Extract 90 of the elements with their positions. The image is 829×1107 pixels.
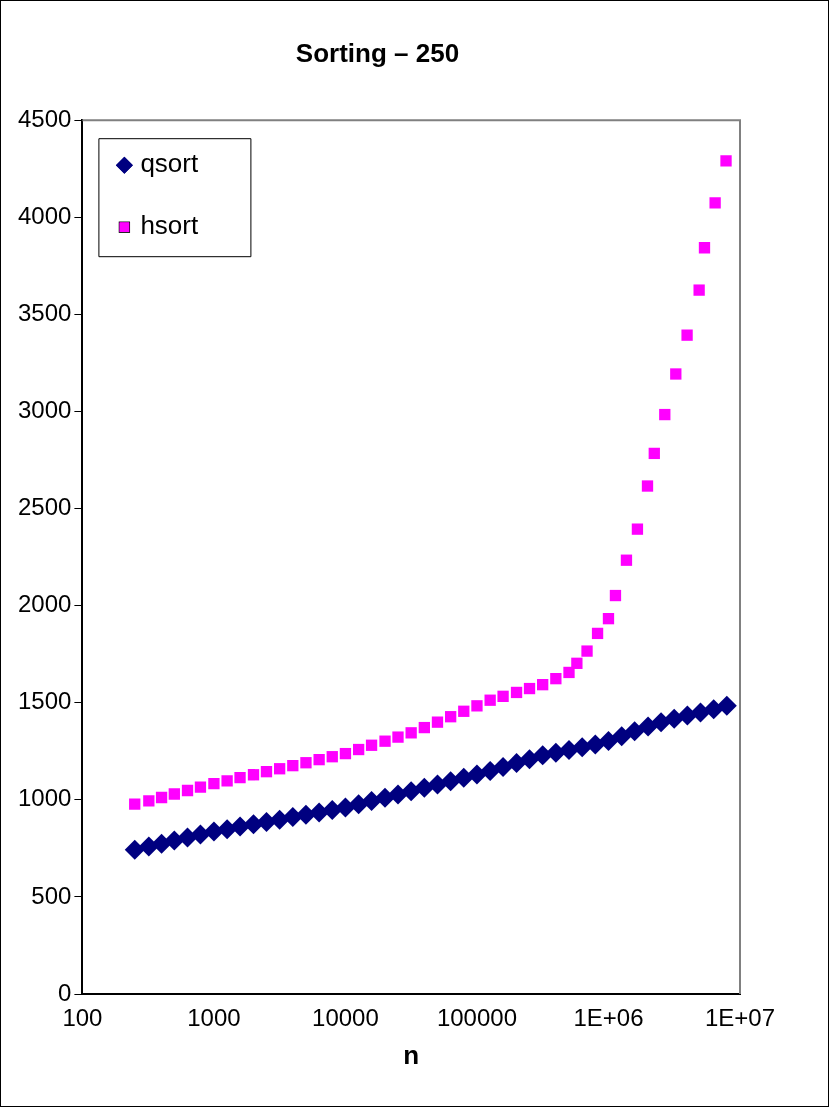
point (256, 811, 277, 832)
point (484, 694, 496, 706)
legend-label: hsort (140, 210, 199, 241)
point (335, 797, 356, 818)
point (217, 819, 238, 840)
x-tick-label: 1E+07 (704, 1004, 776, 1032)
point (181, 784, 194, 797)
point (440, 771, 461, 792)
point (230, 816, 251, 837)
y-tick-label: 4500 (18, 104, 72, 132)
point (545, 742, 566, 763)
y-tick-label: 3500 (18, 299, 72, 326)
point (375, 787, 396, 808)
x-tick-label: 1000 (187, 1004, 241, 1032)
point (124, 839, 145, 860)
point (273, 763, 286, 775)
point (208, 778, 220, 790)
point (194, 781, 207, 793)
point (392, 731, 404, 743)
point (431, 716, 444, 728)
point (523, 682, 536, 695)
point (221, 775, 233, 787)
legend-label: qsort (140, 148, 199, 179)
point (506, 753, 527, 774)
point (471, 700, 483, 712)
point (624, 721, 645, 742)
point (427, 774, 448, 795)
point (458, 705, 470, 717)
point (388, 784, 408, 805)
x-tick-label: 100000 (436, 1004, 517, 1032)
point (445, 711, 457, 723)
x-tick-label: 10000 (312, 1004, 379, 1032)
point (339, 747, 352, 760)
point (611, 726, 632, 747)
point (164, 830, 185, 851)
point (143, 795, 155, 807)
y-tick-label: 2500 (18, 493, 72, 521)
point (453, 767, 474, 788)
point (300, 757, 312, 769)
point (519, 749, 540, 770)
point (379, 735, 391, 747)
point (585, 734, 606, 755)
point (155, 791, 168, 804)
y-tick-label: 4000 (18, 201, 72, 229)
x-tick-label: 100 (62, 1004, 103, 1032)
point (677, 705, 698, 726)
point (716, 695, 737, 716)
point (537, 679, 549, 691)
point (651, 712, 672, 733)
y-tick-label: 3000 (18, 396, 72, 424)
x-tick-label: 1E+06 (573, 1004, 644, 1032)
point (282, 807, 303, 828)
point (348, 794, 369, 815)
point (352, 743, 365, 756)
y-tick-label: 1500 (18, 687, 72, 715)
point (497, 690, 509, 702)
point (550, 673, 562, 685)
y-tick-label: 500 (31, 881, 72, 909)
point (234, 772, 246, 784)
point (418, 721, 430, 734)
point (414, 777, 435, 798)
point (598, 730, 619, 751)
point (313, 753, 325, 766)
point (572, 737, 593, 758)
y-tick-label: 0 (58, 978, 72, 1006)
point (247, 769, 260, 781)
point (510, 686, 523, 699)
y-tick-label: 1000 (18, 784, 72, 812)
point (190, 824, 211, 845)
y-tick-label: 2000 (18, 590, 72, 618)
point (563, 666, 575, 679)
point (287, 759, 299, 772)
point (365, 739, 378, 751)
point (703, 699, 724, 720)
point (168, 788, 180, 800)
point (260, 766, 273, 778)
point (480, 760, 501, 781)
chart-title: Sorting – 250 (295, 37, 460, 68)
x-axis-title: n (403, 1039, 420, 1070)
point (326, 751, 338, 763)
point (401, 781, 422, 802)
point (532, 745, 553, 766)
point (493, 757, 514, 778)
point (690, 702, 711, 723)
point (405, 727, 417, 739)
point (361, 790, 382, 811)
point (466, 764, 487, 785)
point (129, 798, 141, 810)
point (309, 802, 330, 823)
point (638, 716, 659, 737)
